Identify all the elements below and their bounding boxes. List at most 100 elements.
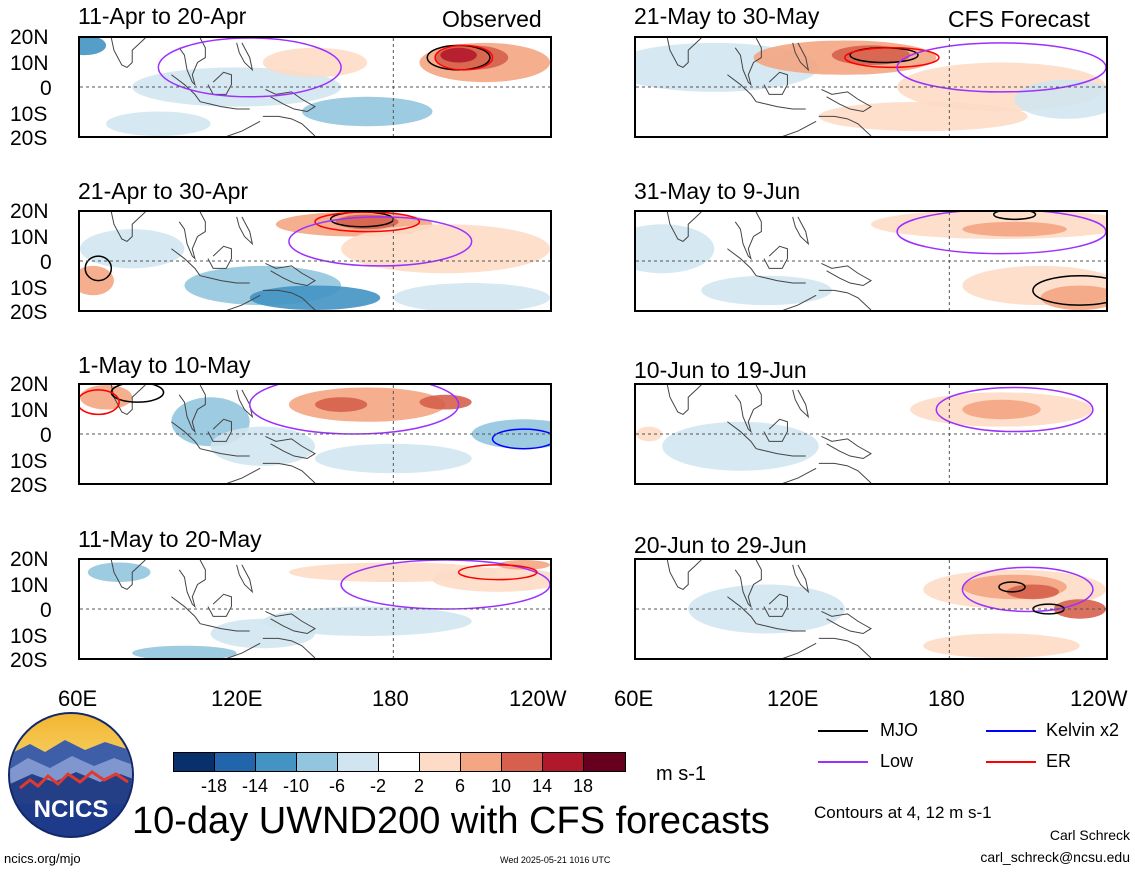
coastline — [178, 560, 206, 609]
y-tick-label: 10S — [10, 450, 48, 473]
contour-line — [288, 216, 473, 267]
coastline — [207, 418, 232, 442]
map-panel — [78, 36, 552, 138]
anomaly-shading — [301, 96, 433, 127]
colorbar-box — [173, 752, 215, 772]
panel-title: 21-Apr to 30-Apr — [78, 178, 249, 204]
coastline — [199, 101, 250, 110]
coastline — [782, 467, 817, 483]
coastline — [763, 593, 788, 617]
x-tick-label: 180 — [928, 686, 965, 711]
coastline — [110, 560, 146, 590]
coastline — [265, 88, 316, 113]
colorbar-unit: m s-1 — [656, 763, 706, 785]
forecast-label: CFS Forecast — [948, 6, 1090, 32]
anomaly-shading — [636, 224, 715, 274]
colorbar-label: -6 — [328, 776, 346, 796]
anomaly-shading — [315, 397, 368, 412]
coastline — [755, 623, 806, 632]
panel-title: 11-May to 20-May — [78, 526, 262, 552]
map-panel — [634, 558, 1108, 660]
coastline — [199, 275, 250, 284]
coastline — [782, 120, 817, 136]
coastline — [763, 245, 788, 269]
coastline — [110, 38, 146, 68]
panel-title: 11-Apr to 20-Apr — [78, 3, 247, 29]
coastline — [226, 467, 261, 483]
panel-field — [636, 385, 1106, 483]
anomaly-shading — [1014, 79, 1106, 119]
coastline — [755, 275, 806, 284]
y-tick-label: 20S — [10, 649, 48, 672]
anomaly-shading — [662, 421, 819, 471]
panel-title: 31-May to 9-Jun — [634, 178, 801, 204]
y-tick-label: 0 — [40, 424, 52, 447]
y-tick-label: 20N — [10, 373, 49, 396]
map-panel — [78, 210, 552, 312]
observed-label: Observed — [442, 6, 542, 32]
panel-field — [80, 212, 550, 310]
colorbar-label: -18 — [200, 776, 228, 796]
anomaly-shading — [80, 385, 133, 410]
ncics-logo: NCICS — [8, 712, 134, 838]
colorbar-box — [255, 752, 297, 772]
anomaly-shading — [962, 399, 1041, 420]
colorbar-box — [542, 752, 584, 772]
coastline — [792, 216, 810, 246]
coastline — [666, 212, 702, 242]
anomaly-shading — [288, 387, 446, 422]
legend-swatch-low — [818, 761, 868, 763]
panel-field — [80, 385, 550, 483]
coastline — [818, 462, 872, 483]
colorbar-box — [460, 752, 502, 772]
y-tick-label: 0 — [40, 599, 52, 622]
coastline — [763, 418, 788, 442]
anomaly-shading — [210, 618, 315, 649]
coastline — [171, 596, 201, 624]
colorbar-label: 6 — [454, 776, 466, 796]
colorbar-label: -14 — [241, 776, 269, 796]
logo-text: NCICS — [33, 796, 109, 823]
panel-field — [80, 38, 550, 136]
contour-line — [992, 212, 1037, 221]
contour-line — [434, 44, 494, 71]
colorbar-label: -10 — [282, 776, 310, 796]
contour-line — [491, 428, 550, 450]
coastline — [262, 637, 316, 658]
contour-line — [844, 47, 940, 69]
anomaly-shading — [1006, 584, 1059, 600]
contour-line — [157, 38, 342, 98]
coastline — [265, 610, 316, 635]
coastline — [265, 435, 316, 460]
coastline — [110, 212, 146, 242]
coastline — [727, 248, 757, 276]
coastline — [236, 216, 254, 246]
panel-field — [636, 212, 1106, 310]
legend-label: ER — [1046, 751, 1072, 771]
y-tick-label: 0 — [40, 77, 52, 100]
colorbar-box — [501, 752, 543, 772]
map-panel — [634, 36, 1108, 138]
coastline — [782, 642, 817, 658]
y-tick-label: 20S — [10, 127, 48, 150]
anomaly-shading — [249, 285, 381, 310]
y-tick-label: 20N — [10, 548, 49, 571]
contour-line — [961, 566, 1094, 613]
coastline — [666, 38, 702, 68]
panel-field — [636, 38, 1106, 136]
coastline — [207, 593, 232, 617]
coastline — [171, 421, 201, 449]
map-panel — [78, 383, 552, 485]
anomaly-shading — [471, 419, 550, 449]
legend-swatch-kelvin — [986, 730, 1036, 732]
colorbar-box — [214, 752, 256, 772]
anomaly-shading — [106, 111, 211, 136]
y-tick-label: 10N — [10, 52, 49, 75]
panel-title: 1-May to 10-May — [78, 352, 251, 378]
panel-title: 20-Jun to 29-Jun — [634, 532, 807, 558]
anomaly-shading — [497, 560, 550, 570]
legend-label: MJO — [880, 720, 918, 740]
anomaly-shading — [818, 101, 1028, 132]
coastline — [199, 623, 250, 632]
colorbar-box — [378, 752, 420, 772]
